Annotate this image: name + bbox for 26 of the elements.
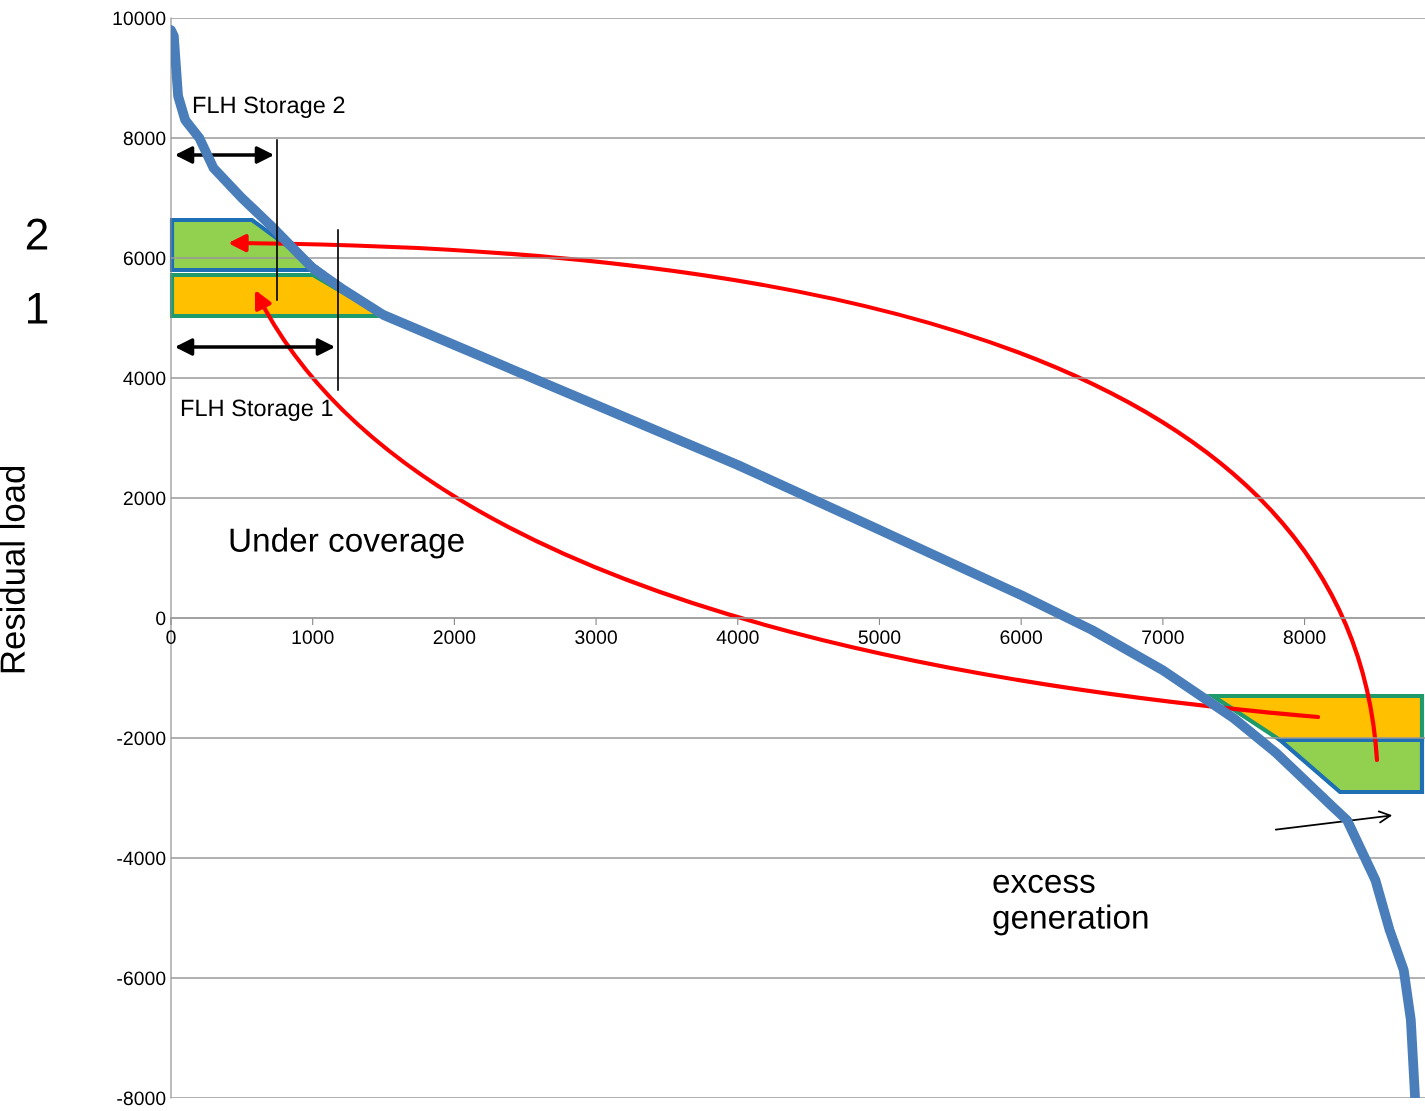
text: 1 bbox=[28, 292, 48, 324]
x-tick-label: 2000 bbox=[433, 630, 476, 645]
x-tick-label: 3000 bbox=[575, 630, 617, 645]
annotation: FLH Storage 2 bbox=[193, 96, 345, 119]
x-tick-label: 1000 bbox=[292, 630, 334, 645]
y-tick-label: 2000 bbox=[123, 491, 166, 506]
x-tick-label: 5000 bbox=[858, 630, 901, 645]
x-tick-label: 8000 bbox=[1283, 630, 1326, 645]
x-tick-label: 7000 bbox=[1142, 630, 1184, 645]
annotation: excess generation bbox=[993, 874, 1148, 936]
y-tick-label: -6000 bbox=[117, 971, 166, 986]
y-tick-label: 0 bbox=[156, 611, 166, 626]
y-tick-label: 10000 bbox=[113, 11, 166, 26]
y-tick-label: 8000 bbox=[123, 131, 166, 146]
annotation: FLH Storage 1 bbox=[181, 399, 333, 422]
y-tick-label: 4000 bbox=[123, 371, 166, 386]
annotation: Under coverage bbox=[230, 527, 464, 559]
y-tick-label: -4000 bbox=[117, 851, 166, 866]
y-axis-title: Residual load bbox=[0, 466, 25, 673]
y-tick-label: 6000 bbox=[123, 251, 166, 266]
y-tick-label: -2000 bbox=[117, 731, 166, 746]
x-tick-label: 0 bbox=[166, 630, 176, 645]
y-tick-label: -8000 bbox=[117, 1091, 166, 1106]
text: 2 bbox=[26, 218, 48, 250]
x-tick-label: 4000 bbox=[716, 630, 759, 645]
x-tick-label: 6000 bbox=[1000, 630, 1043, 645]
